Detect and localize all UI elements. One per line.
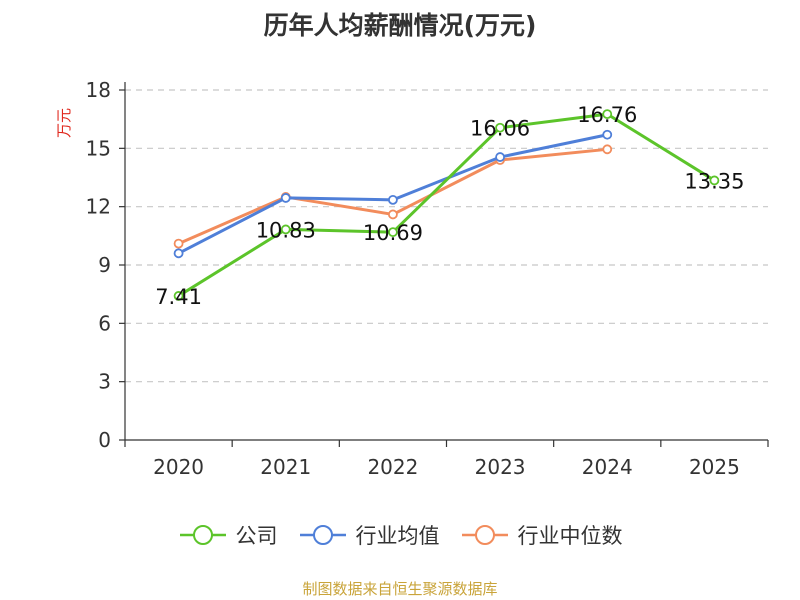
- legend-label-company: 公司: [235, 524, 278, 548]
- series-1-point-3[interactable]: [495, 152, 505, 162]
- series-1-point-4[interactable]: [602, 129, 613, 140]
- series-line-0: [177, 112, 716, 298]
- series-2-point-2[interactable]: [388, 209, 398, 220]
- chart-title: 历年人均薪酬情况(万元): [263, 11, 537, 40]
- series-1-point-0[interactable]: [173, 248, 184, 259]
- legend-label-industry-median: 行业中位数: [517, 524, 623, 548]
- y-tick-label-15: 15: [86, 136, 111, 160]
- data-label-2024: 16.76: [577, 103, 637, 127]
- data-label-2020: 7.41: [155, 285, 202, 309]
- x-tick-label-2020: 2020: [153, 455, 204, 479]
- series-group: [173, 109, 720, 301]
- y-tick-label-9: 9: [98, 253, 111, 277]
- y-tick-label-6: 6: [98, 311, 111, 335]
- legend-marker-company: [179, 525, 226, 545]
- series-0-point-2[interactable]: [388, 227, 398, 238]
- series-0-point-5[interactable]: [709, 175, 720, 186]
- axes: 0 3 6 9 12 15 18 2020 2021 2022 2023 2024 2025 万元: [55, 78, 769, 479]
- grid-lines: [125, 89, 768, 383]
- legend-marker-industry-mean: [299, 525, 346, 545]
- series-0-point-3[interactable]: [495, 122, 505, 133]
- series-0-point-4[interactable]: [602, 109, 613, 120]
- legend-item-industry-mean[interactable]: 行业均值: [298, 520, 440, 550]
- x-tick-label-2021: 2021: [260, 455, 311, 479]
- series-2-point-0[interactable]: [173, 238, 184, 249]
- data-labels: 7.41 10.83 10.69 16.06 16.76 13.35: [155, 103, 744, 309]
- data-label-2022: 10.69: [363, 221, 423, 245]
- x-tick-label-2022: 2022: [367, 455, 418, 479]
- legend-marker-industry-median: [461, 525, 508, 545]
- series-1-point-1[interactable]: [280, 193, 291, 203]
- data-label-2023: 16.06: [470, 117, 530, 141]
- legend: 公司 行业均值 行业中位数: [0, 520, 800, 550]
- series-0-point-1[interactable]: [280, 224, 291, 235]
- x-tick-label-2023: 2023: [475, 455, 526, 479]
- data-label-2025: 13.35: [684, 169, 744, 193]
- y-tick-label-18: 18: [86, 78, 111, 102]
- legend-item-industry-median[interactable]: 行业中位数: [460, 520, 623, 550]
- y-axis-label: 万元: [55, 108, 73, 138]
- series-1-point-2[interactable]: [388, 194, 398, 205]
- series-0-point-0[interactable]: [173, 291, 184, 301]
- y-tick-label-0: 0: [98, 428, 111, 452]
- legend-label-industry-mean: 行业均值: [355, 524, 440, 548]
- data-label-2021: 10.83: [256, 218, 316, 242]
- x-tick-label-2024: 2024: [582, 455, 633, 479]
- legend-item-company[interactable]: 公司: [178, 520, 278, 550]
- source-footer: 制图数据来自恒生聚源数据库: [302, 580, 498, 598]
- series-2-point-4[interactable]: [602, 144, 613, 155]
- y-tick-label-12: 12: [86, 195, 111, 219]
- x-tick-label-2025: 2025: [689, 455, 740, 479]
- y-tick-label-3: 3: [98, 370, 111, 394]
